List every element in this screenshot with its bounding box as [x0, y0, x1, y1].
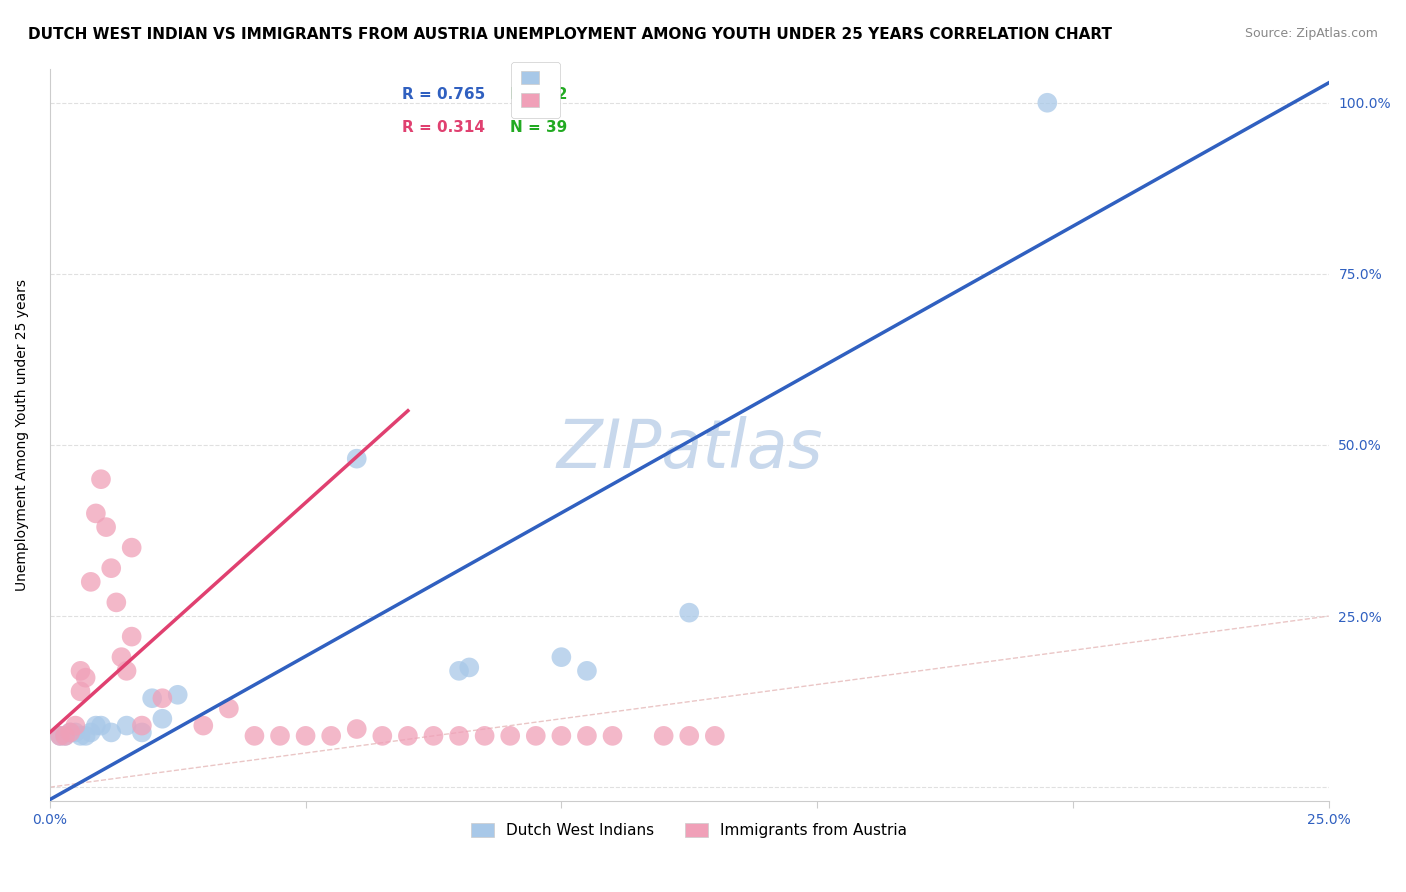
Text: Source: ZipAtlas.com: Source: ZipAtlas.com	[1244, 27, 1378, 40]
Point	[447, 664, 470, 678]
Point	[80, 574, 103, 589]
Point	[69, 664, 91, 678]
Point	[499, 729, 522, 743]
Point	[141, 691, 163, 706]
Point	[69, 684, 91, 698]
Point	[150, 712, 173, 726]
Point	[294, 729, 316, 743]
Point	[422, 729, 444, 743]
Point	[110, 650, 132, 665]
Point	[678, 729, 700, 743]
Point	[550, 729, 572, 743]
Point	[49, 729, 72, 743]
Point	[75, 729, 97, 743]
Point	[84, 718, 107, 732]
Point	[100, 725, 122, 739]
Point	[1036, 95, 1059, 110]
Point	[321, 729, 343, 743]
Point	[193, 718, 215, 732]
Point	[100, 561, 122, 575]
Point	[115, 664, 138, 678]
Point	[474, 729, 496, 743]
Point	[602, 729, 624, 743]
Point	[703, 729, 725, 743]
Point	[678, 606, 700, 620]
Point	[131, 725, 153, 739]
Point	[396, 729, 419, 743]
Point	[447, 729, 470, 743]
Y-axis label: Unemployment Among Youth under 25 years: Unemployment Among Youth under 25 years	[15, 278, 30, 591]
Point	[269, 729, 291, 743]
Point	[652, 729, 675, 743]
Point	[75, 671, 97, 685]
Point	[80, 725, 103, 739]
Point	[166, 688, 188, 702]
Point	[84, 507, 107, 521]
Text: N = 39: N = 39	[510, 120, 568, 135]
Point	[49, 729, 72, 743]
Legend: Dutch West Indians, Immigrants from Austria: Dutch West Indians, Immigrants from Aust…	[465, 817, 914, 845]
Point	[115, 718, 138, 732]
Point	[150, 691, 173, 706]
Point	[346, 722, 368, 736]
Point	[94, 520, 117, 534]
Point	[53, 729, 76, 743]
Text: DUTCH WEST INDIAN VS IMMIGRANTS FROM AUSTRIA UNEMPLOYMENT AMONG YOUTH UNDER 25 Y: DUTCH WEST INDIAN VS IMMIGRANTS FROM AUS…	[28, 27, 1112, 42]
Text: R = 0.314: R = 0.314	[402, 120, 495, 135]
Point	[371, 729, 394, 743]
Point	[575, 729, 598, 743]
Text: ZIPatlas: ZIPatlas	[555, 417, 823, 483]
Point	[524, 729, 547, 743]
Point	[90, 718, 112, 732]
Point	[243, 729, 266, 743]
Point	[65, 718, 87, 732]
Point	[59, 725, 82, 739]
Point	[458, 660, 481, 674]
Point	[90, 472, 112, 486]
Point	[53, 729, 76, 743]
Point	[575, 664, 598, 678]
Text: R = 0.765: R = 0.765	[402, 87, 495, 102]
Point	[121, 630, 143, 644]
Point	[59, 725, 82, 739]
Point	[69, 729, 91, 743]
Point	[65, 725, 87, 739]
Point	[105, 595, 128, 609]
Text: N = 22: N = 22	[510, 87, 568, 102]
Point	[131, 718, 153, 732]
Point	[121, 541, 143, 555]
Point	[346, 451, 368, 466]
Point	[218, 701, 240, 715]
Point	[550, 650, 572, 665]
